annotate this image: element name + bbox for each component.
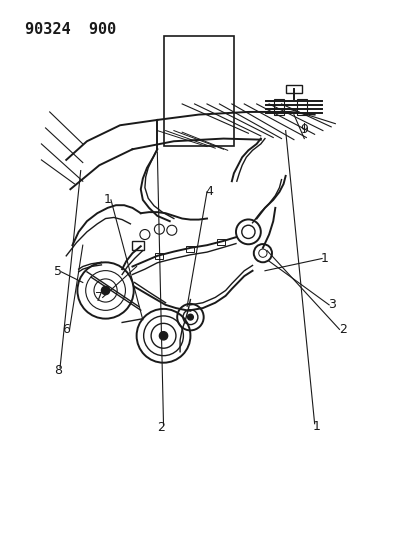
Text: 1: 1	[312, 420, 320, 433]
Text: 4: 4	[204, 185, 213, 198]
Text: 2: 2	[338, 323, 346, 336]
Text: 6: 6	[62, 323, 70, 336]
Bar	[186, 246, 194, 253]
Circle shape	[159, 332, 167, 340]
Bar	[163, 36, 233, 146]
Text: 1: 1	[320, 252, 328, 265]
Bar	[296, 99, 306, 115]
Text: 7: 7	[95, 291, 103, 304]
Bar	[217, 239, 225, 245]
Text: 1: 1	[103, 193, 112, 206]
Circle shape	[101, 286, 109, 295]
Text: 8: 8	[54, 364, 62, 377]
Text: 5: 5	[54, 265, 62, 278]
Bar	[155, 253, 163, 259]
Bar	[285, 85, 301, 93]
Text: 3: 3	[328, 298, 336, 311]
Circle shape	[187, 314, 193, 320]
Bar	[131, 241, 143, 250]
Text: 90324  900: 90324 900	[25, 22, 116, 37]
Bar	[273, 99, 283, 115]
Text: 9: 9	[299, 123, 308, 136]
Text: 2: 2	[157, 422, 165, 434]
